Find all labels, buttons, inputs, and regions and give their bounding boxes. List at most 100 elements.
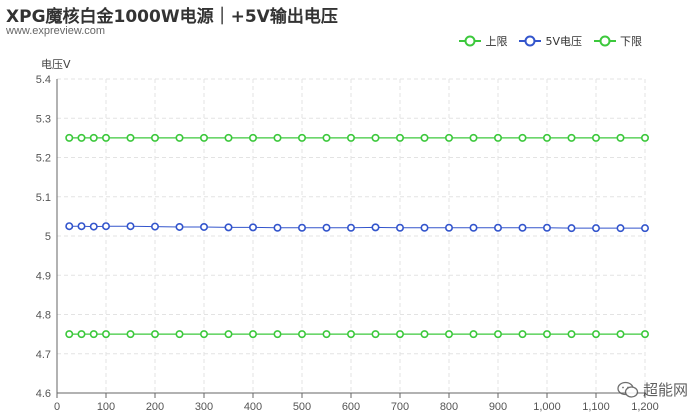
data-point bbox=[175, 133, 184, 142]
data-point bbox=[249, 133, 258, 142]
x-tick-label: 800 bbox=[440, 401, 458, 413]
data-point bbox=[102, 133, 111, 142]
data-point bbox=[175, 330, 184, 339]
data-point bbox=[151, 330, 160, 339]
data-point bbox=[567, 133, 576, 142]
data-point bbox=[175, 222, 184, 231]
data-point bbox=[249, 330, 258, 339]
data-point bbox=[542, 223, 551, 232]
data-point bbox=[420, 330, 429, 339]
data-point bbox=[346, 330, 355, 339]
data-point bbox=[346, 223, 355, 232]
data-point bbox=[102, 330, 111, 339]
data-point bbox=[224, 133, 233, 142]
data-point bbox=[518, 330, 527, 339]
chart-legend: 上限 5V电压 下限 bbox=[459, 33, 642, 49]
data-point bbox=[224, 223, 233, 232]
data-point bbox=[249, 223, 258, 232]
data-point bbox=[444, 133, 453, 142]
data-point bbox=[77, 133, 86, 142]
data-point bbox=[273, 133, 282, 142]
x-tick-label: 0 bbox=[54, 401, 60, 413]
legend-label-upper: 上限 bbox=[485, 35, 508, 48]
data-point bbox=[371, 330, 380, 339]
series-line bbox=[69, 225, 645, 229]
legend-marker-5v bbox=[519, 35, 542, 47]
data-point bbox=[200, 222, 209, 231]
data-point bbox=[616, 330, 625, 339]
data-point bbox=[469, 133, 478, 142]
data-point bbox=[640, 224, 649, 233]
x-tick-label: 300 bbox=[195, 401, 213, 413]
legend-label-5v: 5V电压 bbox=[545, 35, 582, 48]
y-tick-label: 5.1 bbox=[36, 192, 51, 204]
data-point bbox=[444, 223, 453, 232]
data-point bbox=[322, 223, 331, 232]
y-tick-label: 5.3 bbox=[36, 113, 51, 125]
data-point bbox=[591, 224, 600, 233]
x-tick-label: 100 bbox=[97, 401, 115, 413]
data-point bbox=[89, 133, 98, 142]
data-point bbox=[126, 330, 135, 339]
data-point bbox=[89, 222, 98, 231]
data-point bbox=[126, 222, 135, 231]
data-point bbox=[518, 223, 527, 232]
legend-label-lower: 下限 bbox=[620, 35, 642, 48]
legend-item-5v[interactable]: 5V电压 bbox=[519, 33, 582, 49]
data-point bbox=[126, 133, 135, 142]
y-tick-label: 5.2 bbox=[36, 153, 51, 165]
data-point bbox=[616, 133, 625, 142]
data-point bbox=[102, 222, 111, 231]
data-point bbox=[420, 133, 429, 142]
data-point bbox=[346, 133, 355, 142]
data-point bbox=[395, 330, 404, 339]
y-tick-label: 4.8 bbox=[36, 310, 51, 322]
legend-item-lower[interactable]: 下限 bbox=[594, 33, 642, 49]
data-point bbox=[297, 330, 306, 339]
x-tick-label: 1,000 bbox=[533, 401, 561, 413]
data-point bbox=[77, 330, 86, 339]
data-point bbox=[567, 224, 576, 233]
x-tick-label: 400 bbox=[244, 401, 262, 413]
data-point bbox=[224, 330, 233, 339]
x-tick-label: 1,100 bbox=[582, 401, 610, 413]
data-point bbox=[469, 223, 478, 232]
x-tick-label: 900 bbox=[489, 401, 507, 413]
data-point bbox=[273, 330, 282, 339]
data-point bbox=[200, 133, 209, 142]
chart-subtitle: www.expreview.com bbox=[6, 25, 106, 37]
y-tick-label: 4.7 bbox=[36, 349, 51, 361]
data-point bbox=[616, 224, 625, 233]
watermark-text: 超能网 bbox=[642, 381, 688, 399]
x-tick-label: 600 bbox=[342, 401, 360, 413]
y-tick-label: 4.9 bbox=[36, 270, 51, 282]
data-point bbox=[469, 330, 478, 339]
data-point bbox=[65, 133, 74, 142]
wechat-icon bbox=[617, 381, 639, 398]
legend-item-upper[interactable]: 上限 bbox=[459, 33, 507, 49]
data-point bbox=[65, 330, 74, 339]
data-point bbox=[297, 223, 306, 232]
legend-marker-lower bbox=[594, 35, 616, 47]
watermark: 超能网 bbox=[617, 379, 688, 400]
legend-marker-upper bbox=[459, 35, 482, 47]
chart-title: XPG魔核白金1000W电源｜+5V输出电压 bbox=[6, 7, 338, 27]
data-point bbox=[273, 223, 282, 232]
data-point bbox=[395, 223, 404, 232]
data-point bbox=[493, 133, 502, 142]
data-point bbox=[151, 222, 160, 231]
x-tick-label: 500 bbox=[293, 401, 311, 413]
data-point bbox=[65, 222, 74, 231]
x-tick-label: 700 bbox=[391, 401, 409, 413]
x-tick-label: 1,200 bbox=[631, 401, 659, 413]
data-point bbox=[591, 330, 600, 339]
data-point bbox=[395, 133, 404, 142]
y-tick-label: 5 bbox=[45, 231, 51, 243]
y-axis-title: 电压V bbox=[41, 58, 71, 71]
data-point bbox=[420, 223, 429, 232]
data-point bbox=[297, 133, 306, 142]
data-point bbox=[200, 330, 209, 339]
data-point bbox=[567, 330, 576, 339]
data-point bbox=[542, 330, 551, 339]
